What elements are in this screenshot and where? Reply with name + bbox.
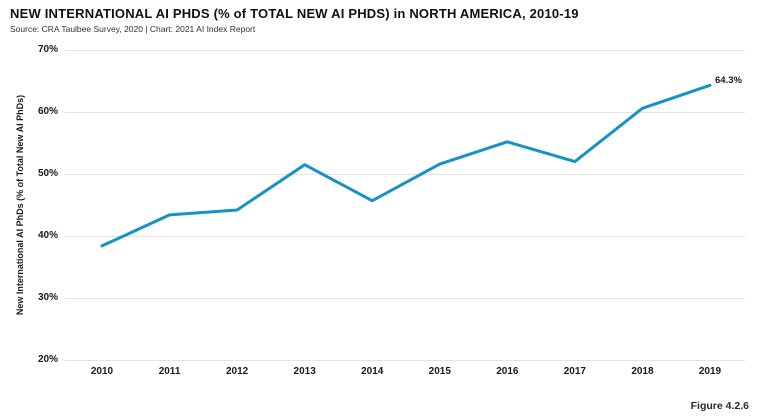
figure-number-label: Figure 4.2.6: [690, 400, 749, 412]
y-tick-label: 60%: [37, 106, 58, 117]
x-tick-label: 2019: [698, 366, 722, 377]
x-tick-label: 2015: [428, 366, 451, 377]
y-tick-label: 40%: [37, 230, 58, 241]
line-series-new-international-ai-phds: [100, 83, 712, 248]
x-tick-label: 2010: [90, 366, 114, 377]
gridline: [65, 112, 745, 113]
y-tick-label: 20%: [37, 354, 58, 365]
chart-title: NEW INTERNATIONAL AI PHDS (% of TOTAL NE…: [10, 6, 579, 21]
x-tick-label: 2013: [293, 366, 316, 377]
x-tick-label: 2011: [158, 366, 181, 377]
last-point-value-label: 64.3%: [715, 75, 742, 87]
y-axis-title: New International AI PhDs (% of Total Ne…: [15, 94, 25, 316]
y-tick-label: 50%: [37, 168, 58, 179]
x-tick-label: 2012: [225, 366, 249, 377]
gridline: [65, 360, 745, 361]
chart-source-line: Source: CRA Taulbee Survey, 2020 | Chart…: [10, 24, 256, 34]
plot-area: [65, 50, 745, 361]
x-tick-label: 2016: [496, 366, 519, 377]
y-tick-label: 70%: [37, 44, 58, 55]
gridline: [65, 50, 745, 51]
x-tick-label: 2018: [631, 366, 654, 377]
gridline: [65, 298, 745, 299]
x-tick-label: 2017: [563, 366, 586, 377]
gridline: [65, 236, 745, 237]
gridline: [65, 174, 745, 175]
data-line: [100, 83, 712, 248]
x-tick-label: 2014: [361, 366, 384, 377]
y-tick-label: 30%: [37, 292, 58, 303]
